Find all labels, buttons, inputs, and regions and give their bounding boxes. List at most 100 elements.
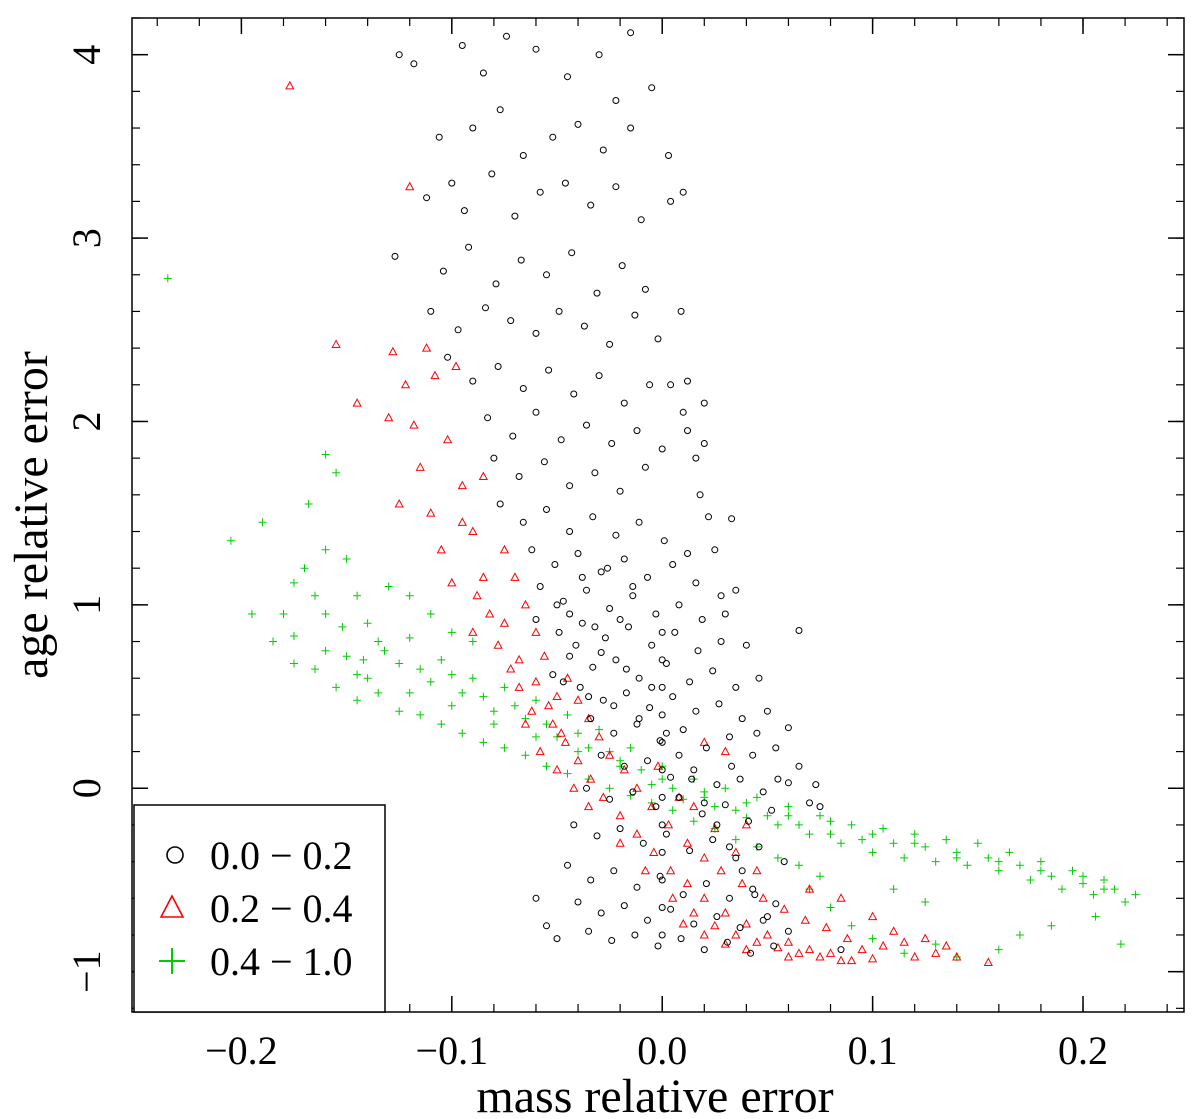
data-point-circle	[519, 518, 527, 526]
data-point-plus	[542, 720, 551, 729]
data-point-circle	[540, 458, 548, 466]
data-point-circle	[677, 935, 685, 943]
data-point-plus	[290, 632, 298, 640]
data-point-circle	[616, 487, 624, 495]
y-axis-label: age relative error	[5, 351, 58, 679]
data-point-triangle	[499, 544, 510, 554]
data-point-circle	[795, 627, 803, 634]
data-point-circle	[684, 427, 691, 435]
data-point-plus	[1005, 848, 1014, 857]
data-point-circle	[566, 528, 574, 535]
data-point-plus	[1100, 885, 1108, 894]
data-point-circle	[721, 610, 729, 618]
data-point-circle	[721, 801, 729, 809]
data-point-circle	[410, 60, 418, 68]
data-point-circle	[711, 546, 719, 554]
x-tick-label: 0.1	[848, 1028, 898, 1073]
data-point-triangle	[527, 706, 537, 715]
data-point-plus	[290, 578, 298, 587]
data-point-circle	[444, 353, 452, 361]
data-point-plus	[1026, 876, 1035, 884]
data-point-circle	[620, 555, 628, 563]
data-point-plus	[626, 791, 635, 800]
data-point-circle	[646, 381, 654, 389]
data-point-plus	[405, 633, 414, 642]
data-point-circle	[654, 335, 662, 343]
data-point-triangle	[867, 911, 878, 921]
data-point-circle	[479, 69, 487, 77]
data-point-plus	[952, 853, 961, 862]
data-point-plus	[784, 802, 793, 811]
data-point-triangle	[668, 893, 678, 902]
data-point-plus	[500, 743, 509, 752]
data-point-plus	[1079, 879, 1087, 888]
data-point-circle	[726, 894, 733, 902]
data-point-plus	[837, 839, 845, 848]
y-tick-label: 0	[64, 778, 109, 798]
data-point-circle	[543, 922, 550, 930]
data-point-triangle	[569, 783, 579, 792]
data-point-triangle	[457, 517, 467, 526]
data-point-circle	[738, 715, 746, 723]
data-point-circle	[574, 898, 582, 906]
data-point-triangle	[331, 339, 341, 348]
data-point-plus	[426, 677, 435, 686]
data-point-plus	[342, 555, 351, 563]
data-point-circle	[454, 326, 462, 334]
data-point-circle	[559, 597, 567, 605]
data-point-triangle	[493, 640, 503, 649]
data-point-plus	[889, 839, 898, 848]
data-point-circle	[806, 799, 813, 807]
data-point-plus	[816, 811, 824, 820]
data-point-plus	[290, 659, 298, 668]
data-point-triangle	[478, 471, 489, 480]
data-point-plus	[163, 274, 172, 283]
data-point-plus	[795, 820, 803, 829]
data-point-triangle	[857, 944, 867, 954]
data-point-plus	[826, 817, 835, 826]
data-point-circle	[496, 500, 504, 508]
data-point-triangle	[752, 865, 762, 875]
tick-labels: −0.2 −0.1 0.0 0.1 0.2 −1 0 1 2 3 4	[64, 45, 1108, 1073]
data-point-plus	[416, 665, 425, 674]
legend-box	[133, 804, 386, 1013]
data-point-plus	[994, 866, 1003, 875]
data-point-circle	[570, 390, 578, 398]
data-point-circle	[763, 707, 771, 715]
data-point-circle	[644, 757, 651, 765]
data-point-circle	[597, 568, 605, 576]
data-point-plus	[1116, 940, 1125, 949]
data-point-circle	[700, 799, 708, 807]
data-point-circle	[667, 381, 675, 389]
data-point-plus	[353, 696, 362, 705]
data-point-triangle	[699, 737, 709, 746]
data-point-circle	[709, 836, 717, 844]
data-point-plus	[574, 747, 582, 756]
data-point-circle	[469, 377, 477, 385]
data-point-circle	[465, 243, 473, 251]
data-point-triangle	[400, 379, 411, 389]
data-point-triangle	[794, 948, 804, 957]
legend-label-2: 0.2 − 0.4	[210, 886, 353, 931]
series-plus	[163, 274, 1140, 961]
data-point-triangle	[426, 508, 436, 517]
data-point-plus	[900, 853, 909, 862]
data-point-triangle	[952, 951, 962, 961]
data-point-circle	[631, 311, 639, 319]
data-point-triangle	[468, 627, 478, 636]
data-point-triangle	[405, 181, 415, 191]
data-point-triangle	[560, 737, 571, 746]
data-point-circle	[612, 183, 620, 191]
data-point-plus	[332, 468, 341, 477]
data-point-circle	[692, 454, 700, 462]
data-point-plus	[721, 784, 730, 793]
data-point-plus	[311, 591, 319, 600]
data-point-plus	[963, 861, 972, 870]
data-point-circle	[553, 935, 561, 943]
data-point-circle	[484, 414, 492, 422]
data-point-triangle	[394, 498, 404, 508]
data-point-circle	[759, 788, 767, 796]
data-point-triangle	[499, 618, 510, 627]
data-point-plus	[353, 670, 362, 679]
